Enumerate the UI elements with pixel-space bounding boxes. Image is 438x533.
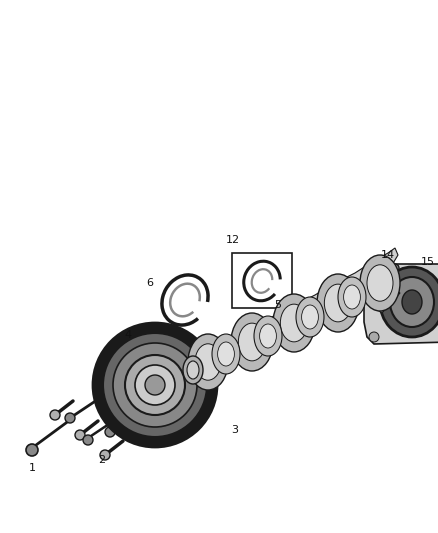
Circle shape <box>75 430 85 440</box>
Polygon shape <box>323 298 362 330</box>
Circle shape <box>369 332 379 342</box>
Circle shape <box>100 450 110 460</box>
Polygon shape <box>357 287 364 307</box>
Ellipse shape <box>325 284 352 322</box>
Text: 2: 2 <box>99 455 106 465</box>
Ellipse shape <box>145 375 165 395</box>
Ellipse shape <box>212 334 240 374</box>
Ellipse shape <box>183 356 203 384</box>
Circle shape <box>50 410 60 420</box>
Ellipse shape <box>402 290 422 314</box>
Ellipse shape <box>125 355 185 415</box>
Ellipse shape <box>260 324 276 348</box>
Ellipse shape <box>187 361 199 379</box>
Ellipse shape <box>296 297 324 337</box>
Ellipse shape <box>195 344 221 380</box>
Ellipse shape <box>380 267 438 337</box>
Circle shape <box>365 267 375 277</box>
Text: 5: 5 <box>275 300 282 310</box>
Ellipse shape <box>188 334 228 390</box>
Polygon shape <box>240 332 278 364</box>
Ellipse shape <box>360 255 400 311</box>
Text: 4: 4 <box>124 330 131 340</box>
Ellipse shape <box>273 294 315 352</box>
Text: 1: 1 <box>28 463 35 473</box>
Circle shape <box>83 435 93 445</box>
Polygon shape <box>364 281 400 313</box>
Bar <box>232 253 292 308</box>
Text: 12: 12 <box>226 235 240 245</box>
Ellipse shape <box>280 304 307 342</box>
Circle shape <box>65 413 75 423</box>
Ellipse shape <box>103 333 207 437</box>
Ellipse shape <box>254 316 282 356</box>
Text: 15: 15 <box>421 257 435 267</box>
Ellipse shape <box>302 305 318 329</box>
Ellipse shape <box>317 274 359 332</box>
Ellipse shape <box>367 265 393 301</box>
Ellipse shape <box>390 277 434 327</box>
Text: 14: 14 <box>381 250 395 260</box>
Polygon shape <box>190 248 398 378</box>
Ellipse shape <box>231 313 273 371</box>
Ellipse shape <box>93 323 217 447</box>
Circle shape <box>391 264 399 272</box>
Text: 3: 3 <box>232 425 239 435</box>
Ellipse shape <box>238 323 266 361</box>
Ellipse shape <box>338 277 366 317</box>
Ellipse shape <box>135 365 175 405</box>
Text: 6: 6 <box>146 278 153 288</box>
Ellipse shape <box>218 342 234 366</box>
Polygon shape <box>200 348 235 380</box>
Ellipse shape <box>113 343 197 427</box>
Polygon shape <box>364 264 438 344</box>
Ellipse shape <box>343 285 360 309</box>
Polygon shape <box>282 315 320 347</box>
Circle shape <box>105 427 115 437</box>
Circle shape <box>26 444 38 456</box>
